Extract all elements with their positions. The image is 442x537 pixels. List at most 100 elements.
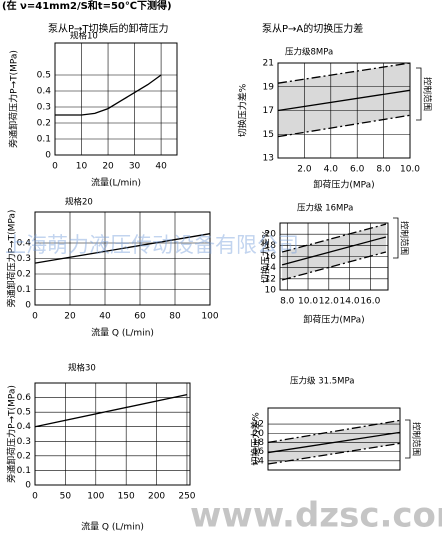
x-tick-label: 60: [134, 312, 146, 322]
y-tick-label: 16: [253, 447, 265, 457]
y-tick-label: 0: [25, 301, 31, 311]
y-tick-label: 0: [25, 481, 31, 491]
chart-title: 规格20: [65, 197, 93, 208]
x-axis-label: 流量(L/min): [91, 177, 141, 189]
x-tick-label: 8.0: [280, 297, 295, 307]
x-tick-label: 10.0: [298, 297, 318, 307]
y-tick-label: 0.2: [37, 119, 51, 129]
y-axis-label: 旁通卸荷压力P→T(MPa): [8, 50, 20, 148]
x-axis-label: 卸荷压力(MPa): [303, 314, 364, 326]
x-tick-label: 16.0: [360, 297, 380, 307]
y-tick-label: 17: [263, 106, 274, 116]
chart-title: 压力级 31.5MPa: [290, 376, 354, 387]
x-axis-label: 流量 Q (L/min): [91, 327, 154, 339]
x-tick-label: 20: [102, 162, 114, 172]
y-axis-label: 旁通卸荷压力P→T(MPa): [6, 210, 18, 308]
y-tick-label: 0.3: [17, 437, 31, 447]
y-tick-label: 0.5: [37, 71, 51, 81]
y-tick-label: 0.4: [17, 422, 32, 432]
y-tick-label: 0.4: [37, 87, 52, 97]
y-tick-label: 0.3: [17, 254, 31, 264]
x-tick-label: 2.0: [297, 165, 312, 175]
plot-frame: [34, 382, 191, 486]
chart-title: 规格10: [70, 31, 98, 42]
x-tick-label: 250: [178, 492, 195, 502]
annotation: 控制范围: [422, 77, 433, 111]
chart-title: 压力级 16MPa: [297, 203, 353, 214]
x-tick-label: 0: [32, 492, 38, 502]
x-tick-label: 50: [60, 492, 72, 502]
x-tick-label: 0: [32, 312, 38, 322]
watermark-company: 上海萌力液压传动设备有限公司: [5, 233, 299, 257]
annotation-bracket: [416, 67, 422, 121]
y-tick-label: 20: [265, 230, 277, 240]
data-line: [34, 233, 211, 264]
data-line: [34, 394, 188, 428]
x-tick-label: 14.0: [340, 297, 360, 307]
charts: 0 0.1 0.2 0.3 0.4 0.5 0 10 20 30 40 规格10 旁通卸荷压力P→T(M…: [6, 31, 433, 533]
plot-frame: [279, 222, 389, 291]
y-tick-label: 19: [263, 82, 275, 92]
right-title: 泵从P→A的切换压力差: [262, 22, 363, 35]
data-line: [267, 431, 401, 454]
x-tick-label: 150: [118, 492, 135, 502]
data-line: [267, 419, 401, 444]
data-line: [277, 114, 411, 138]
x-tick-label: 200: [148, 492, 165, 502]
x-axis-label: 卸荷压力(MPa): [313, 179, 374, 191]
y-tick-label: 18: [253, 438, 265, 448]
y-tick-label: 16: [265, 252, 277, 262]
data-line: [267, 442, 401, 465]
x-axis-label: 流量 Q (L/min): [81, 521, 144, 533]
data-line: [281, 223, 387, 253]
y-tick-label: 20: [253, 429, 265, 439]
x-tick-label: 100: [201, 312, 218, 322]
x-tick-label: 12.0: [319, 297, 339, 307]
data-line: [281, 236, 387, 266]
data-line: [277, 89, 411, 112]
y-tick-label: 0.3: [37, 103, 51, 113]
y-tick-label: 15: [263, 130, 274, 140]
y-tick-label: 0.6: [17, 393, 32, 403]
y-tick-label: 0.2: [17, 270, 31, 280]
annotation-bracket: [393, 217, 399, 259]
plot-frame: [34, 211, 211, 306]
y-tick-label: 0.4: [17, 239, 32, 249]
y-tick-label: 18: [265, 241, 277, 251]
y-axis-label: 切换压力差%: [250, 412, 262, 466]
watermark-site: www.dzsc.com: [190, 496, 442, 536]
x-tick-label: 6.0: [350, 165, 365, 175]
annotation: 控制范围: [399, 221, 410, 255]
chart-title: 压力级8MPa: [285, 47, 333, 58]
y-tick-label: 21: [263, 59, 274, 69]
x-tick-label: 10: [76, 162, 88, 172]
x-tick-label: 40: [99, 312, 111, 322]
y-tick-label: 10: [265, 286, 277, 296]
y-tick-label: 13: [263, 154, 274, 164]
y-tick-label: 0.1: [17, 285, 31, 295]
left-title: 泵从P→T切换后的卸荷压力: [48, 22, 169, 35]
data-line: [281, 251, 387, 281]
y-axis-label: 切换压力差%: [237, 83, 249, 137]
x-tick-label: 4.0: [324, 165, 339, 175]
x-tick-label: 20: [64, 312, 76, 322]
data-line: [277, 62, 411, 84]
annotation: 控制范围: [411, 422, 422, 456]
y-tick-label: 0.5: [17, 408, 31, 418]
x-tick-label: 0: [52, 162, 58, 172]
y-axis-label: 切换压力差%: [260, 229, 272, 283]
y-tick-label: 22: [253, 420, 264, 430]
data-line: [55, 74, 162, 116]
x-tick-label: 10.0: [400, 165, 420, 175]
x-tick-label: 40: [155, 162, 167, 172]
y-tick-label: 0.2: [17, 451, 31, 461]
plot-frame: [267, 407, 401, 471]
annotation-bracket: [405, 419, 411, 459]
y-axis-label: 旁通卸荷压力P→T(MPa): [6, 385, 18, 483]
note: (在 ν=41mm2/S和t=50℃下测得): [2, 0, 172, 12]
y-tick-label: 14: [253, 456, 265, 466]
x-tick-label: 80: [169, 312, 181, 322]
y-tick-label: 0.1: [17, 466, 31, 476]
y-tick-label: 14: [265, 263, 277, 273]
